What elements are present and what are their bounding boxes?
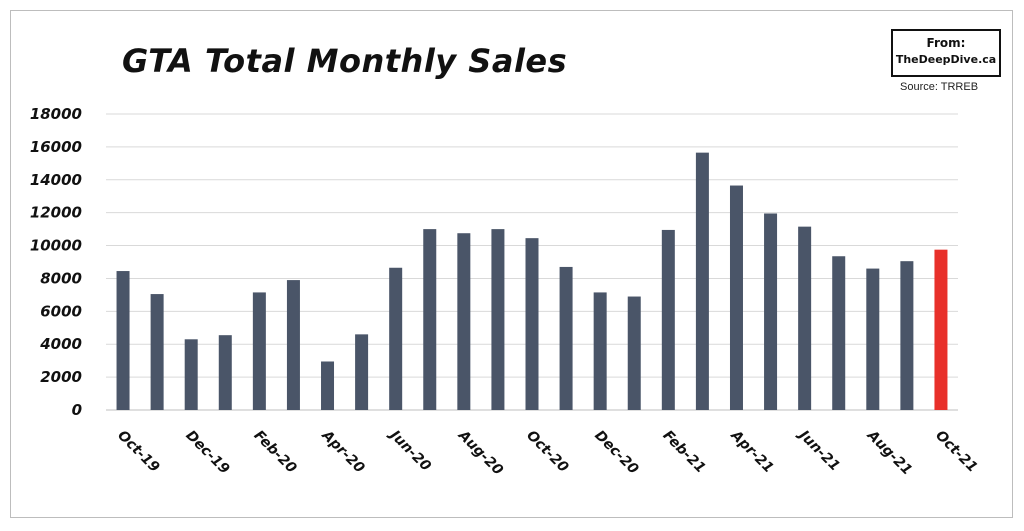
x-tick-label: Aug-21	[863, 427, 915, 479]
bar	[252, 292, 266, 410]
bar	[695, 152, 709, 410]
y-tick-label: 6000	[40, 302, 82, 320]
source-badge: From: TheDeepDive.ca	[891, 29, 1001, 77]
bar	[798, 226, 812, 410]
bar	[286, 280, 300, 410]
bar	[559, 266, 573, 410]
chart-title: GTA Total Monthly Sales	[122, 42, 568, 80]
bar	[661, 229, 675, 410]
bar	[423, 229, 437, 410]
bar	[457, 233, 471, 410]
bar	[218, 335, 232, 410]
bar	[525, 238, 539, 410]
y-tick-label: 8000	[40, 269, 82, 287]
y-tick-label: 4000	[39, 335, 82, 353]
y-tick-label: 12000	[30, 204, 82, 222]
x-tick-label: Oct-20	[523, 428, 571, 476]
bar	[491, 229, 505, 410]
badge-from-label: From:	[926, 36, 966, 50]
x-tick-label: Jun-20	[385, 425, 434, 474]
bar	[764, 213, 778, 410]
x-tick-label: Apr-20	[318, 427, 368, 477]
x-tick-label: Feb-20	[251, 428, 300, 477]
bar	[150, 294, 164, 410]
x-tick-label: Feb-21	[659, 428, 708, 477]
bar	[355, 334, 369, 410]
y-tick-label: 16000	[30, 138, 82, 156]
bar	[389, 267, 403, 410]
y-tick-label: 18000	[30, 105, 82, 123]
bar-highlight	[934, 249, 948, 410]
bar	[866, 268, 880, 410]
x-tick-label: Jun-21	[794, 425, 843, 474]
bar	[321, 361, 335, 410]
y-tick-label: 14000	[30, 171, 82, 189]
x-tick-label: Dec-19	[182, 428, 232, 478]
y-tick-label: 0	[72, 401, 82, 419]
bar	[729, 185, 743, 410]
y-tick-label: 10000	[30, 237, 82, 255]
y-tick-label: 2000	[40, 368, 82, 386]
bar	[184, 339, 198, 410]
source-note: Source: TRREB	[900, 81, 979, 93]
bar	[627, 296, 641, 410]
bar	[900, 261, 914, 410]
x-tick-label: Apr-21	[727, 427, 777, 477]
chart-frame	[10, 10, 1013, 518]
bar	[832, 256, 846, 410]
x-tick-label: Dec-20	[591, 428, 641, 478]
badge-site-label: TheDeepDive.ca	[895, 53, 997, 66]
x-tick-label: Oct-19	[114, 428, 162, 476]
x-tick-label: Oct-21	[932, 428, 980, 476]
bar	[593, 292, 607, 410]
x-tick-label: Aug-20	[454, 427, 506, 479]
bar	[116, 271, 130, 410]
